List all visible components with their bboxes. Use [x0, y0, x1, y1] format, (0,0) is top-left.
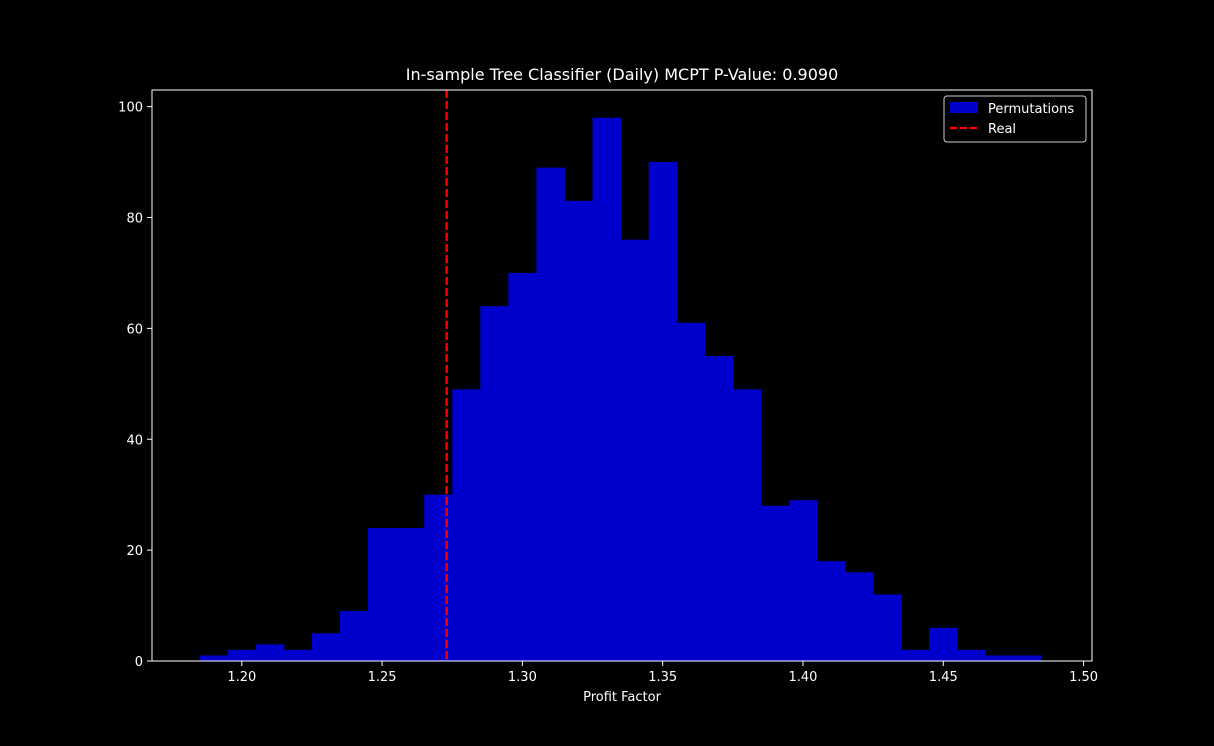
y-tick-label: 40	[126, 433, 143, 448]
histogram-bar	[368, 527, 397, 661]
legend-permutations-swatch	[950, 102, 978, 113]
histogram-bar	[957, 649, 986, 661]
histogram-bar	[817, 561, 846, 661]
histogram-bar	[985, 655, 1014, 661]
histogram-bar	[620, 239, 650, 661]
histogram-bar	[311, 633, 341, 661]
histogram-bar	[452, 389, 481, 661]
y-tick-label: 100	[118, 101, 143, 116]
x-tick-label: 1.20	[227, 670, 256, 685]
histogram-bar	[199, 655, 229, 661]
legend-real-label: Real	[988, 122, 1016, 137]
x-tick-label: 1.50	[1069, 670, 1098, 685]
histogram-bar	[255, 644, 285, 661]
histogram-bar	[845, 572, 874, 661]
histogram-bar	[564, 200, 593, 661]
x-tick-label: 1.35	[648, 670, 677, 685]
axes-frame	[151, 89, 1093, 662]
histogram-bar	[1013, 655, 1042, 661]
histogram-bar	[480, 306, 509, 661]
histogram-bar	[424, 494, 453, 661]
histogram-bar	[676, 322, 706, 661]
histogram-bar	[508, 272, 537, 661]
histogram-bar	[592, 117, 621, 662]
x-tick-label: 1.40	[789, 670, 818, 685]
histogram-bar	[788, 500, 818, 661]
histogram-bar	[704, 356, 734, 661]
x-tick-label: 1.45	[929, 670, 958, 685]
x-axis-ticks: 1.20 1.25 1.30 1.35 1.40 1.45 1.50	[227, 661, 1098, 685]
bars-layer	[199, 117, 1042, 662]
x-axis-label: Profit Factor	[583, 690, 661, 705]
histogram-bar	[873, 594, 902, 661]
y-tick-label: 80	[126, 212, 143, 227]
histogram-bar	[536, 167, 565, 662]
y-tick-label: 60	[126, 322, 143, 337]
chart-title: In-sample Tree Classifier (Daily) MCPT P…	[406, 65, 839, 84]
histogram-bar	[283, 649, 313, 661]
y-tick-label: 20	[126, 544, 143, 559]
y-tick-label: 0	[135, 655, 143, 670]
legend-box	[943, 95, 1087, 143]
histogram-bar	[396, 527, 425, 661]
histogram-bar	[732, 389, 762, 661]
histogram-bar	[648, 162, 678, 661]
histogram-bar	[760, 505, 790, 661]
histogram-bar	[901, 649, 930, 661]
x-tick-label: 1.30	[508, 670, 537, 685]
histogram-bar	[227, 649, 257, 661]
y-axis-ticks: 0 20 40 60 80 100	[118, 101, 152, 670]
x-tick-label: 1.25	[368, 670, 397, 685]
histogram-bar	[340, 611, 369, 661]
legend: Permutations Real	[943, 95, 1087, 143]
histogram-bar	[929, 627, 958, 661]
legend-permutations-label: Permutations	[988, 102, 1074, 117]
